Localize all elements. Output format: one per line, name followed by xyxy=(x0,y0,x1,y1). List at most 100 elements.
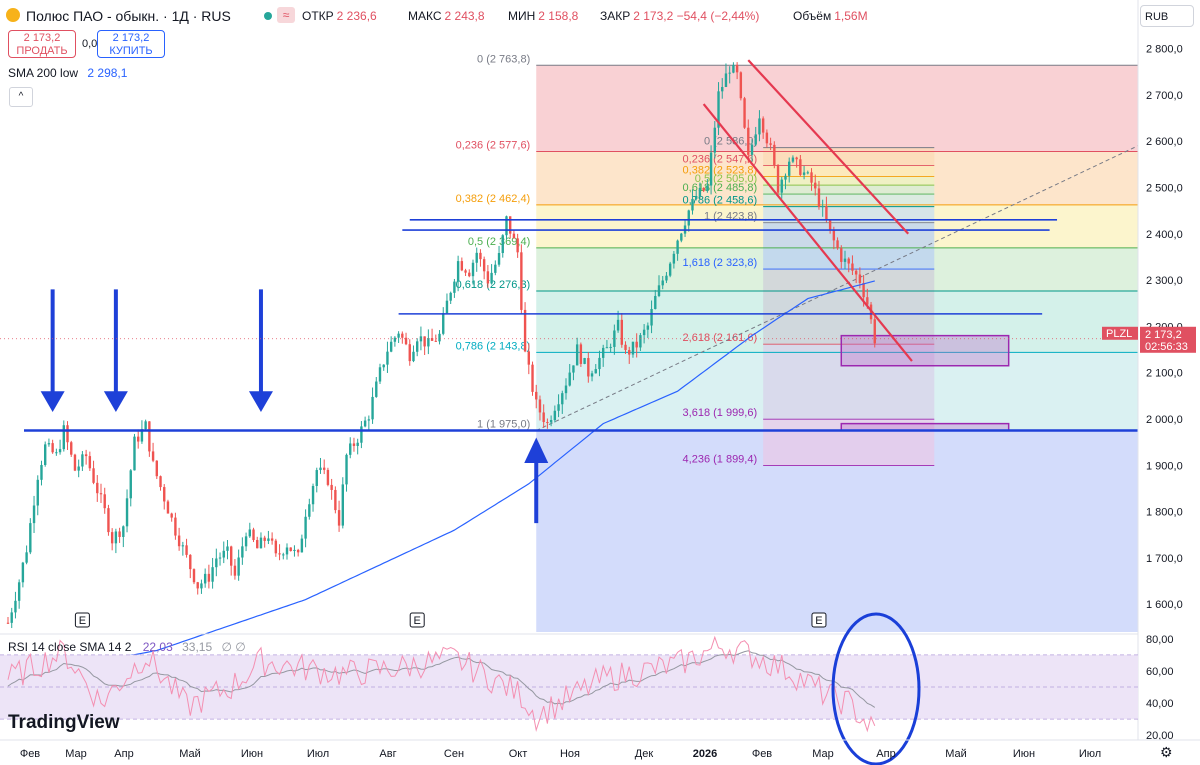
candle-body xyxy=(267,538,270,541)
candle-body xyxy=(81,454,84,467)
candle-body xyxy=(680,233,683,241)
candle-body xyxy=(802,172,806,175)
candle-body xyxy=(148,421,151,452)
price-tick-label: 1 900,0 xyxy=(1146,460,1183,472)
rsi-tick-label: 80,00 xyxy=(1146,634,1174,646)
candle-body xyxy=(412,351,415,362)
collapse-legend-button[interactable]: ^ xyxy=(9,87,33,107)
candle-body xyxy=(345,454,348,485)
candle-body xyxy=(360,426,363,443)
candle-body xyxy=(739,72,743,99)
candle-body xyxy=(475,252,478,263)
wave-icon[interactable]: ≈ xyxy=(277,7,295,23)
candle-body xyxy=(330,484,333,490)
candle-body xyxy=(575,344,579,366)
time-tick-label: Фев xyxy=(752,748,772,760)
candle-body xyxy=(542,412,545,423)
currency-select[interactable]: RUB xyxy=(1140,5,1194,27)
buy-button[interactable]: 2 173,2 КУПИТЬ xyxy=(97,30,165,58)
candle-body xyxy=(814,182,817,189)
candle-body xyxy=(509,216,512,234)
candle-body xyxy=(561,393,564,405)
candle-body xyxy=(613,330,616,347)
symbol-title[interactable]: Полюс ПАО - обыкн. · 1Д · RUS xyxy=(26,8,231,24)
candle-body xyxy=(445,300,449,314)
candle-body xyxy=(36,479,39,506)
candle-body xyxy=(605,347,609,349)
candle-body xyxy=(371,396,374,420)
arrow-down-icon xyxy=(248,391,273,413)
candle-body xyxy=(341,484,344,526)
candle-body xyxy=(832,230,836,241)
candle-body xyxy=(602,347,605,358)
candle-body xyxy=(761,118,765,133)
candle-body xyxy=(866,297,869,305)
candle-body xyxy=(721,87,724,92)
candle-body xyxy=(520,252,523,310)
candle-body xyxy=(203,573,207,584)
candle-body xyxy=(479,252,482,260)
rsi-legend[interactable]: RSI 14 close SMA 14 2 22,03 33,15 ∅ ∅ xyxy=(8,640,246,654)
candle-body xyxy=(77,466,80,471)
settings-gear-icon[interactable]: ⚙ xyxy=(1160,744,1173,760)
candle-body xyxy=(564,385,568,394)
candle-body xyxy=(460,261,464,271)
candle-body xyxy=(631,341,635,355)
candle-body xyxy=(840,248,843,262)
candle-body xyxy=(155,460,158,477)
candle-body xyxy=(583,358,586,364)
last-price-symbol-tag xyxy=(1102,326,1138,340)
candle-body xyxy=(765,132,769,144)
candle-body xyxy=(468,272,471,277)
time-tick-label: Май xyxy=(179,748,201,760)
candle-body xyxy=(125,498,129,527)
candle-body xyxy=(747,127,750,155)
annotation-oval xyxy=(831,612,921,765)
candle-body xyxy=(654,295,657,310)
tradingview-logo[interactable]: TradingView xyxy=(8,712,120,733)
candle-body xyxy=(378,367,382,382)
sma-legend[interactable]: SMA 200 low 2 298,1 xyxy=(8,66,127,80)
candle-body xyxy=(416,341,419,352)
candle-body xyxy=(181,545,185,547)
candle-body xyxy=(389,341,393,352)
candle-body xyxy=(784,175,787,180)
rsi-sma-line xyxy=(7,650,876,708)
candle-body xyxy=(319,467,322,471)
candle-body xyxy=(639,335,642,348)
candle-body xyxy=(572,365,575,373)
candle-body xyxy=(6,622,10,624)
fib-ext-label: 0,236 (2 547,6) xyxy=(683,153,758,165)
candle-body xyxy=(174,517,177,536)
candle-body xyxy=(166,501,170,514)
last-price-value: 2 173,2 xyxy=(1145,329,1182,341)
candle-body xyxy=(84,454,88,457)
candle-body xyxy=(352,443,356,446)
event-marker-label: E xyxy=(414,615,421,627)
candle-body xyxy=(788,161,791,176)
candle-body xyxy=(47,443,51,445)
candle-body xyxy=(337,510,341,526)
candle-body xyxy=(99,493,103,495)
arrow-down-icon xyxy=(40,391,65,413)
fib-ext-zone-3 xyxy=(763,185,935,195)
candle-body xyxy=(695,196,698,199)
candle-body xyxy=(252,529,255,541)
candle-body xyxy=(471,262,475,277)
candle-body xyxy=(427,338,430,347)
rsi-value: 22,03 xyxy=(142,640,173,654)
candle-body xyxy=(363,420,367,427)
fib-ext-zone-2 xyxy=(763,176,935,186)
price-tick-label: 2 400,0 xyxy=(1146,229,1183,241)
sell-button[interactable]: 2 173,2 ПРОДАТЬ xyxy=(8,30,76,58)
candle-body xyxy=(334,489,337,511)
candle-body xyxy=(490,272,493,284)
candle-body xyxy=(773,144,776,166)
sma-label: SMA 200 low xyxy=(8,66,79,80)
fib-ext-label: 4,236 (1 899,4) xyxy=(683,454,758,466)
candle-body xyxy=(382,364,385,368)
event-marker-icon xyxy=(811,612,827,628)
candle-body xyxy=(709,152,713,186)
time-tick-label: Май xyxy=(945,748,967,760)
